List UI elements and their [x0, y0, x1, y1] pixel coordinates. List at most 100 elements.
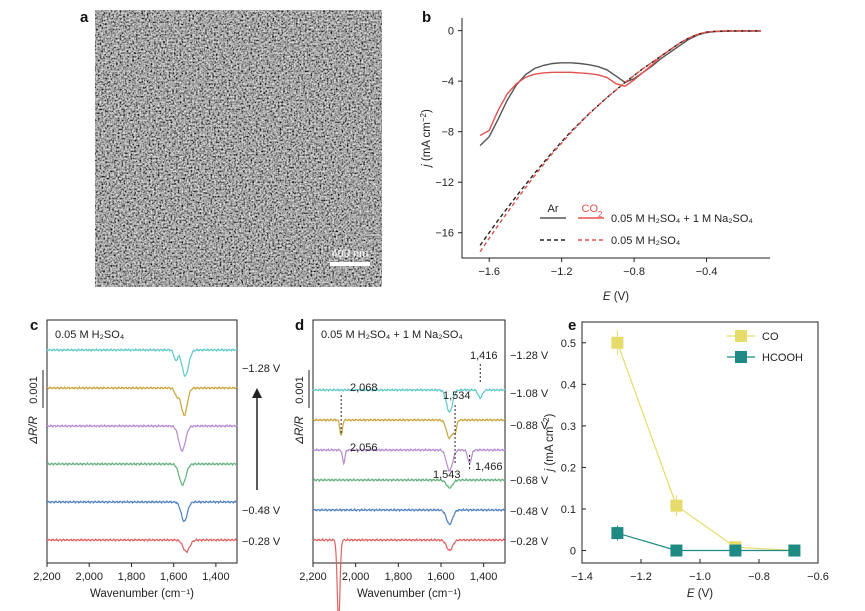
y-axis-label-sup: −2 — [542, 417, 551, 427]
panel-b-voltammetry: 0 −4 −8 −12 −16 −1.6 −1.2 −0.8 −0.4 E (V) j (mA cm… — [419, 18, 770, 303]
potential-label: −0.48 V — [242, 505, 281, 517]
y-axis-label-symbol: j — [421, 164, 433, 169]
y-axis-label-sup: −2 — [419, 112, 428, 122]
scale-bar — [330, 262, 370, 266]
plot-frame — [46, 319, 238, 564]
legend-header-co2-sub: 2 — [598, 210, 603, 219]
x-axis-label: Wavenumber (cm⁻¹) — [357, 588, 461, 600]
potential-label: −1.28 V — [242, 363, 281, 375]
inset-label: 0.05 M H₂SO₄ — [55, 329, 125, 341]
scale-bar-label: 0.001 — [28, 376, 40, 404]
legend-label-row1: 0.05 M H₂SO₄ + 1 M Na₂SO₄ — [611, 213, 753, 225]
x-tick-label: 1,600 — [427, 571, 455, 583]
spectrum-line — [46, 385, 238, 416]
sem-image: 400 nm — [95, 10, 382, 287]
x-tick-label: 1,800 — [118, 571, 146, 583]
scale-bar-label: 0.001 — [294, 376, 306, 404]
legend-header-co2-base: CO — [582, 203, 599, 215]
legend-label-row2: 0.05 M H₂SO₄ — [611, 235, 681, 247]
y-tick-label: −12 — [435, 177, 454, 189]
x-tick-label: 1,400 — [202, 571, 230, 583]
spectrum-line — [312, 537, 506, 611]
x-tick-label: −0.8 — [623, 266, 645, 278]
y-axis-label: ΔR/R — [294, 416, 306, 445]
spectrum-line — [46, 423, 238, 452]
data-point — [670, 499, 683, 512]
panel-label-b: b — [422, 9, 431, 26]
y-axis-label-symbol: j — [544, 468, 556, 473]
x-tick-label: −1.0 — [689, 571, 711, 583]
panel-label-a: a — [80, 9, 89, 26]
x-tick-label: 2,000 — [342, 571, 370, 583]
y-axis-label-close: ) — [421, 109, 433, 113]
data-point — [611, 527, 624, 540]
panel-label-c: c — [30, 317, 38, 334]
panel-label-e: e — [568, 317, 576, 334]
x-tick-label: −0.6 — [807, 571, 829, 583]
panel-d-ir-spectra: 2,200 2,000 1,800 1,600 1,400 Wavenumber (cm⁻… — [294, 319, 549, 611]
potential-label: −0.28 V — [242, 536, 281, 548]
x-tick-label: 2,200 — [299, 571, 327, 583]
spectrum-line — [312, 477, 506, 489]
y-axis-label: j (mA cm−2) — [419, 109, 434, 169]
data-point — [729, 544, 742, 557]
data-point — [670, 544, 683, 557]
legend-header-co2: CO2 — [582, 203, 604, 219]
y-tick-label: 0 — [448, 26, 454, 38]
y-tick-label: 0.5 — [561, 338, 576, 350]
x-axis-label-unit: (V) — [611, 291, 630, 303]
potential-label: −0.68 V — [510, 475, 549, 487]
series-line — [617, 532, 795, 552]
potential-arrowhead — [252, 388, 262, 398]
x-tick-label: −0.4 — [696, 266, 718, 278]
y-axis-label: ΔR/R — [28, 416, 40, 445]
series-line — [616, 342, 795, 552]
peak-annotation: 1,534 — [443, 390, 471, 402]
x-tick-label: −1.2 — [551, 266, 573, 278]
peak-annotation: 2,068 — [350, 382, 378, 394]
inset-label: 0.05 M H₂SO₄ + 1 M Na₂SO₄ — [321, 329, 463, 341]
scale-bar-label: 400 nm — [332, 248, 369, 260]
spectrum-line — [46, 499, 237, 523]
legend-label: HCOOH — [762, 352, 803, 364]
axis-frame — [461, 18, 770, 259]
x-tick-label: −0.8 — [748, 571, 770, 583]
spectrum-line — [312, 507, 505, 525]
legend-swatch-marker — [735, 330, 747, 342]
x-tick-label: 1,800 — [385, 571, 413, 583]
potential-label: −0.88 V — [510, 420, 549, 432]
x-axis-label-symbol: E — [603, 291, 611, 303]
panel-c-ir-spectra: 2,200 2,000 1,800 1,600 1,400 Wavenumber (cm⁻… — [28, 319, 281, 600]
potential-label: −1.28 V — [510, 350, 549, 362]
y-tick-label: −4 — [441, 76, 454, 88]
panel-label-d: d — [295, 317, 304, 334]
legend-swatch-marker — [735, 351, 747, 363]
x-axis-label-symbol: E — [687, 588, 695, 600]
x-tick-label: 2,200 — [33, 571, 61, 583]
x-tick-label: −1.4 — [571, 571, 593, 583]
y-axis-label-unit: (mA cm — [421, 122, 433, 164]
y-tick-label: 0.2 — [561, 462, 576, 474]
series-line — [479, 30, 761, 147]
y-tick-label: −8 — [441, 127, 454, 139]
data-point — [611, 336, 624, 349]
peak-annotation: 1,416 — [470, 350, 498, 362]
x-axis-label: Wavenumber (cm⁻¹) — [90, 588, 194, 600]
x-tick-label: −1.2 — [630, 571, 652, 583]
potential-label: −0.28 V — [510, 536, 549, 548]
peak-annotation: 2,056 — [350, 442, 378, 454]
series-line — [479, 30, 761, 137]
y-axis-label-close: ) — [544, 413, 556, 417]
y-axis-label-unit: (mA cm — [544, 427, 556, 469]
x-tick-label: 1,400 — [470, 571, 498, 583]
panel-e-partial-current: 0 0.1 0.2 0.3 0.4 0.5 −1.4 −1.2 −1.0 −0.8 −0.6 E (V… — [542, 321, 829, 600]
peak-annotation: 1,466 — [475, 461, 503, 473]
potential-label: −1.08 V — [510, 388, 549, 400]
spectrum-line — [312, 387, 506, 413]
spectrum-line — [312, 447, 506, 472]
x-tick-label: 1,600 — [160, 571, 188, 583]
legend-header-ar: Ar — [548, 203, 559, 215]
peak-annotation: 1,543 — [433, 469, 461, 481]
spectrum-line — [46, 347, 238, 377]
